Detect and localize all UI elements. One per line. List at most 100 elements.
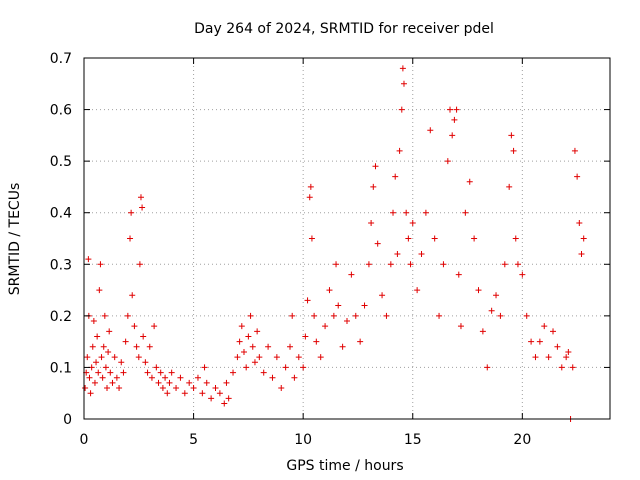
- y-axis-label: SRMTID / TECUs: [7, 183, 23, 296]
- data-point: [466, 178, 473, 185]
- data-point: [532, 354, 539, 361]
- data-point: [405, 235, 412, 242]
- data-point: [177, 374, 184, 381]
- data-point: [265, 343, 272, 350]
- data-point: [240, 348, 247, 355]
- data-point: [104, 385, 111, 392]
- data-point: [289, 312, 296, 319]
- data-point: [361, 302, 368, 309]
- data-point: [409, 220, 416, 227]
- data-point: [287, 343, 294, 350]
- data-point: [90, 318, 97, 325]
- data-point: [335, 302, 342, 309]
- data-point: [455, 271, 462, 278]
- x-tick-label: 15: [404, 432, 422, 448]
- data-point: [124, 312, 131, 319]
- data-point: [100, 343, 107, 350]
- data-point: [216, 390, 223, 397]
- data-point: [245, 333, 252, 340]
- data-point: [93, 359, 100, 366]
- data-point: [254, 328, 261, 335]
- data-point: [370, 183, 377, 190]
- data-point: [247, 312, 254, 319]
- data-point: [84, 354, 91, 361]
- data-point: [475, 287, 482, 294]
- data-point: [580, 235, 587, 242]
- data-point: [95, 369, 102, 376]
- data-point: [528, 338, 535, 345]
- data-point: [194, 374, 201, 381]
- data-point: [372, 163, 379, 170]
- data-point: [102, 364, 109, 371]
- data-point: [339, 343, 346, 350]
- x-tick-label: 20: [513, 432, 531, 448]
- data-point: [306, 194, 313, 201]
- data-point: [536, 338, 543, 345]
- data-point: [221, 400, 228, 407]
- data-point: [357, 338, 364, 345]
- data-point: [449, 132, 456, 139]
- data-point: [186, 379, 193, 386]
- y-tick-label: 0.1: [50, 360, 72, 376]
- data-point: [234, 354, 241, 361]
- data-point: [304, 297, 311, 304]
- data-point: [97, 261, 104, 268]
- data-point: [497, 312, 504, 319]
- data-point: [403, 209, 410, 216]
- data-point: [153, 364, 160, 371]
- data-point: [344, 318, 350, 325]
- data-point: [379, 292, 386, 299]
- data-point: [107, 369, 114, 376]
- data-point: [212, 385, 219, 392]
- data-point: [85, 256, 92, 263]
- data-point: [398, 106, 405, 113]
- data-point: [113, 374, 120, 381]
- data-point: [322, 323, 329, 330]
- data-point: [565, 348, 572, 355]
- data-point: [136, 261, 143, 268]
- data-point: [155, 379, 162, 386]
- data-points: [82, 65, 587, 422]
- data-point: [501, 261, 508, 268]
- data-point: [308, 235, 315, 242]
- data-point: [101, 312, 108, 319]
- data-point: [256, 354, 263, 361]
- data-point: [278, 385, 285, 392]
- data-point: [326, 287, 333, 294]
- data-point: [550, 328, 557, 335]
- data-point: [159, 385, 166, 392]
- data-point: [330, 312, 337, 319]
- y-tick-label: 0.2: [50, 309, 72, 325]
- data-point: [427, 127, 434, 134]
- data-point: [523, 312, 530, 319]
- data-point: [571, 147, 578, 154]
- data-point: [317, 354, 324, 361]
- data-point: [506, 183, 513, 190]
- data-point: [118, 359, 125, 366]
- data-point: [96, 287, 103, 294]
- data-point: [576, 220, 583, 227]
- y-tick-label: 0: [63, 412, 72, 428]
- data-point: [87, 390, 94, 397]
- data-point: [311, 312, 318, 319]
- data-point: [203, 379, 210, 386]
- data-point: [148, 374, 155, 381]
- axis-ticks: 0 0.1 0.2 0.3 0.4 0.5 0.6 0.7 0 5 10 15 20: [50, 51, 610, 448]
- data-point: [394, 250, 401, 257]
- data-point: [307, 183, 314, 190]
- data-point: [282, 364, 289, 371]
- data-point: [479, 328, 486, 335]
- x-tick-label: 0: [80, 432, 89, 448]
- data-point: [122, 338, 129, 345]
- data-point: [111, 354, 118, 361]
- data-point: [484, 364, 491, 371]
- data-point: [368, 220, 375, 227]
- data-point: [383, 312, 390, 319]
- data-point: [243, 364, 250, 371]
- data-point: [453, 106, 460, 113]
- data-point: [313, 338, 320, 345]
- data-point: [514, 261, 521, 268]
- data-point: [333, 261, 340, 268]
- data-point: [223, 379, 230, 386]
